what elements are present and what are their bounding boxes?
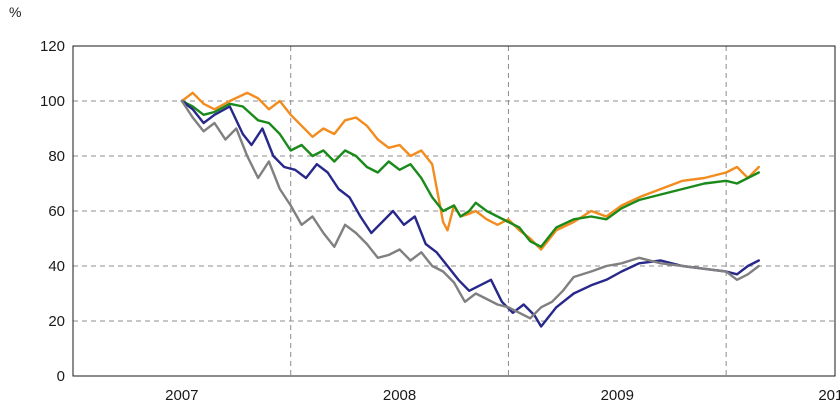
series-group (180, 91, 760, 328)
y-tick-label-0: 0 (57, 368, 65, 385)
y-tick-label-100: 100 (40, 93, 65, 110)
x-tick-label-2007: 2007 (165, 387, 198, 404)
series-line-4 (180, 99, 760, 320)
series-line-1 (180, 91, 760, 251)
y-tick-label-80: 80 (48, 148, 65, 165)
y-tick-label-60: 60 (48, 203, 65, 220)
y-tick-label-20: 20 (48, 313, 65, 330)
y-tick-label-120: 120 (40, 38, 65, 55)
series-line-3 (180, 99, 760, 328)
y-tick-label-40: 40 (48, 258, 65, 275)
y-axis-unit-label: % (9, 4, 21, 20)
x-tick-label-2009: 2009 (601, 387, 634, 404)
y-tick-labels: 0 20 40 60 80 100 120 (40, 38, 65, 385)
x-tick-label-2008: 2008 (383, 387, 416, 404)
plot-frame (72, 45, 836, 377)
x-tick-labels: 2007 2008 2009 2010 (165, 387, 840, 404)
series-line-2 (180, 99, 760, 249)
x-tick-label-2010: 2010 (818, 387, 840, 404)
